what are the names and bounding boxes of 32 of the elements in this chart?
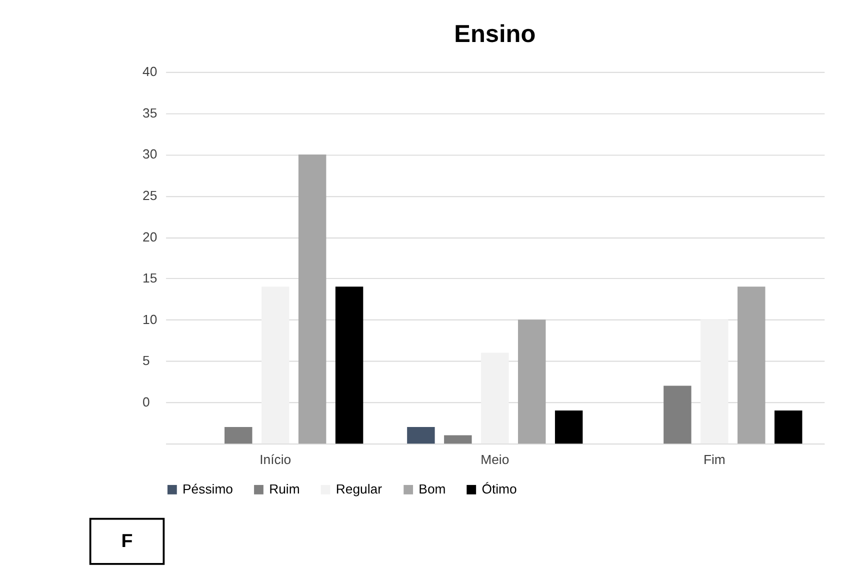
bar xyxy=(774,410,802,444)
y-tick-label: 40 xyxy=(142,64,158,80)
x-tick-label: Início xyxy=(260,452,292,467)
y-tick-label: 35 xyxy=(142,105,158,120)
y-tick-label: 15 xyxy=(142,270,158,286)
y-tick-label: 5 xyxy=(142,353,150,368)
bar xyxy=(664,386,692,444)
x-tick-label: Meio xyxy=(480,452,510,467)
bar xyxy=(444,435,472,444)
legend-label: Regular xyxy=(336,481,383,496)
x-tick-label: Fim xyxy=(703,452,726,467)
bar xyxy=(481,352,509,444)
bar xyxy=(518,320,546,444)
legend-label: Ruim xyxy=(269,481,300,496)
y-tick-label: 30 xyxy=(142,146,158,162)
y-tick-label: 25 xyxy=(142,188,158,204)
bar xyxy=(738,286,766,444)
y-tick-label: 10 xyxy=(142,312,158,327)
text: F xyxy=(121,530,133,552)
legend-label: Ótimo xyxy=(482,481,517,496)
bar xyxy=(298,154,326,444)
legend-label: Bom xyxy=(418,481,446,496)
y-tick-label: 20 xyxy=(142,229,158,244)
bar xyxy=(407,427,435,444)
bar xyxy=(700,320,728,444)
bar xyxy=(261,286,290,444)
y-tick-label: 0 xyxy=(142,394,150,410)
bar xyxy=(224,427,252,444)
bar xyxy=(335,286,364,444)
bar xyxy=(554,410,583,444)
chart-title: Ensino xyxy=(454,20,536,48)
legend-label: Péssimo xyxy=(182,481,233,496)
